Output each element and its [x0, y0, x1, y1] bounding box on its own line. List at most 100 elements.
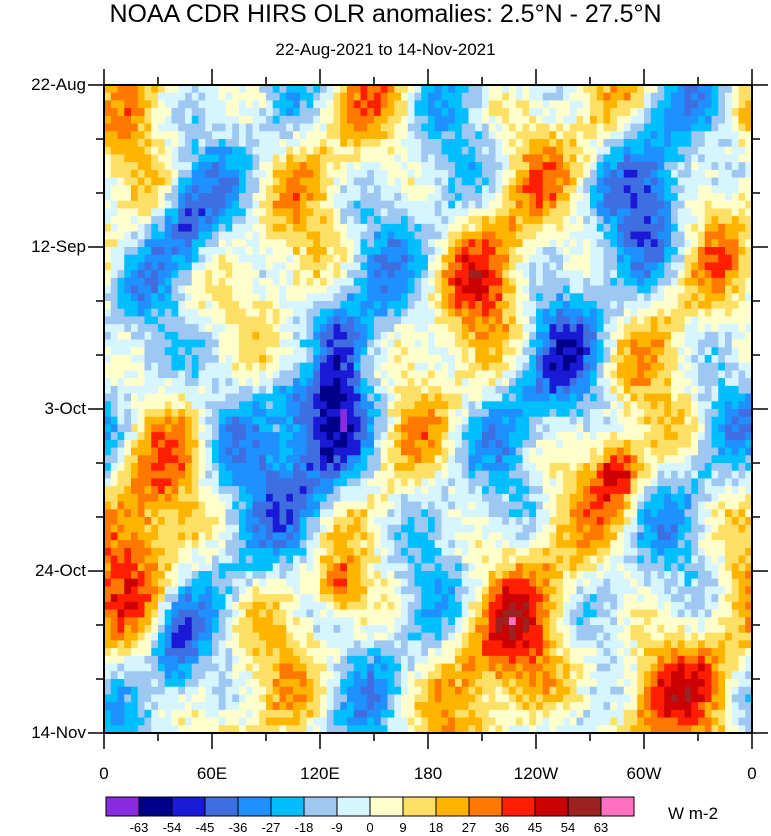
- anomaly-cell: [124, 162, 132, 171]
- anomaly-cell: [124, 432, 132, 441]
- anomaly-cell: [731, 393, 740, 402]
- anomaly-cell: [212, 131, 220, 140]
- anomaly-cell: [623, 301, 632, 310]
- anomaly-cell: [731, 139, 740, 148]
- anomaly-cell: [131, 108, 139, 117]
- anomaly-cell: [164, 139, 173, 148]
- anomaly-cell: [488, 200, 497, 210]
- anomaly-cell: [144, 316, 152, 325]
- anomaly-cell: [104, 239, 112, 248]
- anomaly-cell: [225, 146, 233, 156]
- anomaly-cell: [509, 439, 517, 449]
- anomaly-cell: [191, 409, 200, 418]
- anomaly-cell: [623, 162, 632, 171]
- anomaly-cell: [691, 216, 699, 225]
- anomaly-cell: [279, 162, 287, 171]
- anomaly-cell: [509, 100, 517, 109]
- anomaly-cell: [218, 115, 227, 125]
- anomaly-cell: [684, 455, 692, 464]
- anomaly-cell: [286, 247, 294, 256]
- anomaly-cell: [556, 223, 564, 233]
- anomaly-cell: [711, 362, 719, 372]
- anomaly-cell: [232, 409, 240, 418]
- anomaly-cell: [326, 331, 335, 341]
- anomaly-cell: [509, 85, 517, 94]
- anomaly-cell: [698, 308, 706, 318]
- anomaly-cell: [576, 185, 584, 194]
- anomaly-cell: [326, 347, 335, 356]
- anomaly-cell: [650, 439, 659, 449]
- anomaly-cell: [239, 478, 247, 487]
- anomaly-cell: [401, 139, 409, 148]
- anomaly-cell: [610, 324, 618, 333]
- anomaly-cell: [117, 393, 125, 402]
- anomaly-cell: [623, 362, 632, 372]
- anomaly-cell: [340, 185, 348, 194]
- anomaly-cell: [266, 115, 274, 125]
- anomaly-cell: [455, 285, 463, 294]
- anomaly-cell: [387, 154, 395, 163]
- anomaly-cell: [421, 131, 429, 140]
- anomaly-cell: [144, 231, 152, 240]
- anomaly-cell: [731, 231, 740, 240]
- anomaly-cell: [191, 92, 200, 102]
- anomaly-cell: [671, 424, 679, 433]
- anomaly-cell: [596, 362, 605, 372]
- anomaly-cell: [549, 470, 557, 480]
- anomaly-cell: [421, 200, 429, 210]
- anomaly-cell: [191, 208, 200, 217]
- anomaly-cell: [272, 331, 281, 341]
- anomaly-cell: [360, 362, 368, 372]
- anomaly-cell: [441, 139, 449, 148]
- anomaly-cell: [738, 254, 746, 264]
- anomaly-cell: [320, 247, 328, 256]
- anomaly-cell: [731, 185, 740, 194]
- anomaly-cell: [191, 223, 200, 233]
- anomaly-cell: [515, 193, 524, 202]
- anomaly-cell: [299, 239, 308, 248]
- anomaly-cell: [664, 370, 672, 379]
- anomaly-cell: [657, 362, 665, 372]
- anomaly-cell: [509, 115, 517, 125]
- anomaly-cell: [698, 131, 706, 140]
- anomaly-cell: [428, 254, 436, 264]
- anomaly-cell: [326, 316, 335, 325]
- anomaly-cell: [407, 208, 416, 217]
- anomaly-cell: [583, 193, 591, 202]
- anomaly-cell: [124, 478, 132, 487]
- anomaly-cell: [320, 239, 328, 248]
- anomaly-cell: [644, 177, 652, 186]
- anomaly-cell: [637, 262, 645, 271]
- anomaly-cell: [475, 308, 483, 318]
- anomaly-cell: [421, 146, 429, 156]
- anomaly-cell: [333, 331, 341, 341]
- anomaly-cell: [333, 208, 341, 217]
- anomaly-cell: [110, 316, 119, 325]
- anomaly-cell: [455, 455, 463, 464]
- anomaly-cell: [434, 285, 443, 294]
- anomaly-cell: [401, 308, 409, 318]
- anomaly-cell: [745, 370, 752, 379]
- anomaly-cell: [664, 131, 672, 140]
- anomaly-cell: [563, 409, 571, 418]
- anomaly-cell: [340, 216, 348, 225]
- anomaly-cell: [286, 478, 294, 487]
- anomaly-cell: [596, 455, 605, 464]
- anomaly-cell: [144, 324, 152, 333]
- anomaly-cell: [488, 162, 497, 171]
- anomaly-cell: [286, 208, 294, 217]
- anomaly-cell: [556, 131, 564, 140]
- anomaly-cell: [563, 169, 571, 179]
- anomaly-cell: [374, 347, 382, 356]
- anomaly-cell: [151, 154, 159, 163]
- anomaly-cell: [711, 254, 719, 264]
- anomaly-cell: [657, 409, 665, 418]
- anomaly-cell: [461, 439, 470, 449]
- anomaly-cell: [488, 100, 497, 109]
- anomaly-cell: [488, 432, 497, 441]
- anomaly-cell: [461, 293, 470, 302]
- anomaly-cell: [549, 285, 557, 294]
- anomaly-cell: [630, 339, 638, 348]
- anomaly-cell: [252, 432, 260, 441]
- anomaly-cell: [428, 162, 436, 171]
